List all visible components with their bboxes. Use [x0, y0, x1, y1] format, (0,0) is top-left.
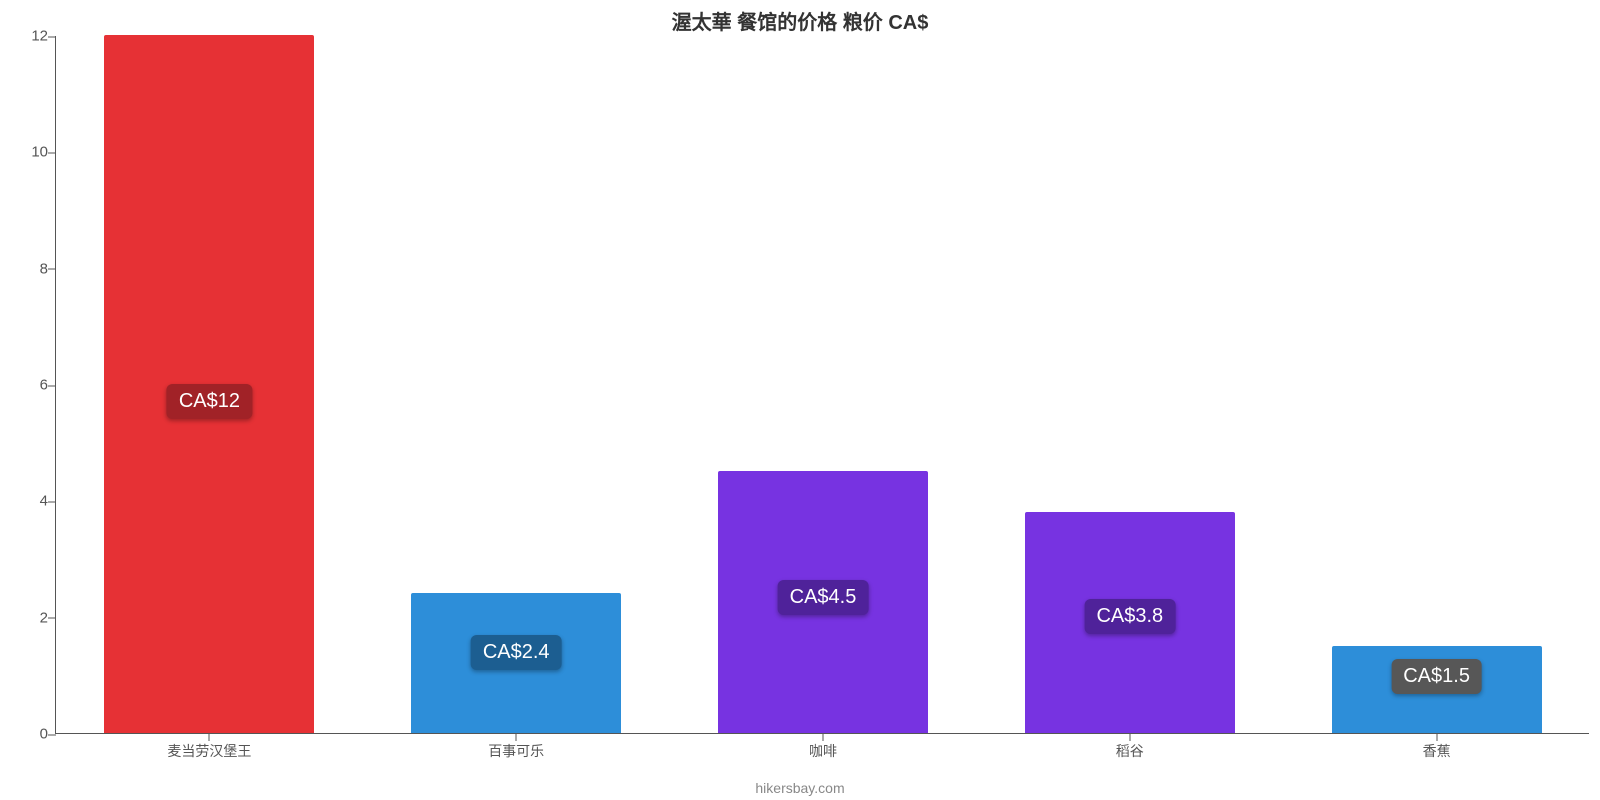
x-tick-mark: [1436, 733, 1437, 741]
bar-value-label: CA$4.5: [778, 580, 869, 615]
y-tick: 6: [8, 377, 48, 394]
plot-area: 024681012CA$12麦当劳汉堡王CA$2.4百事可乐CA$4.5咖啡CA…: [55, 36, 1589, 734]
y-tick: 10: [8, 144, 48, 161]
y-tick: 2: [8, 609, 48, 626]
y-tick: 4: [8, 493, 48, 510]
x-tick-mark: [516, 733, 517, 741]
x-tick-label: 咖啡: [809, 741, 837, 761]
chart-footer: hikersbay.com: [0, 780, 1600, 796]
x-tick-mark: [823, 733, 824, 741]
bar-value-label: CA$1.5: [1391, 659, 1482, 694]
x-tick-mark: [209, 733, 210, 741]
bar-value-label: CA$12: [167, 384, 252, 419]
x-tick-label: 香蕉: [1423, 741, 1451, 761]
y-tick: 0: [8, 726, 48, 743]
y-tick: 12: [8, 28, 48, 45]
x-tick-label: 百事可乐: [488, 741, 544, 761]
x-tick-mark: [1129, 733, 1130, 741]
x-tick-label: 稻谷: [1116, 741, 1144, 761]
y-tick: 8: [8, 260, 48, 277]
bar-value-label: CA$3.8: [1084, 599, 1175, 634]
bar-value-label: CA$2.4: [471, 635, 562, 670]
chart-title: 渥太華 餐馆的价格 粮价 CA$: [0, 6, 1600, 35]
x-tick-label: 麦当劳汉堡王: [167, 741, 251, 761]
